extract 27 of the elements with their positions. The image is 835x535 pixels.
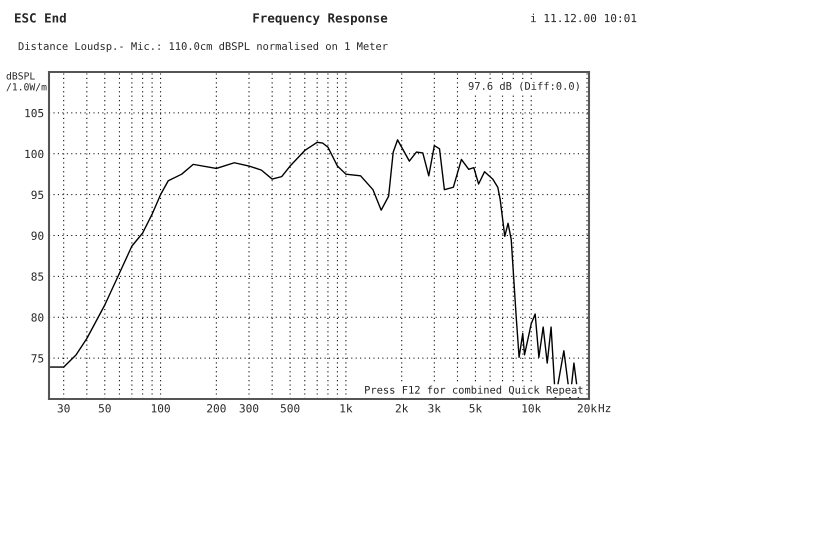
annotation: 97.6 dB (Diff:0.0) xyxy=(468,82,579,92)
x-tick-label: 2k xyxy=(396,404,408,412)
x-tick-label: 500 xyxy=(280,404,300,413)
y-tick-label: 90 xyxy=(31,232,44,240)
x-tick-label: 300 xyxy=(240,404,258,413)
x-tick-label: 10k xyxy=(522,404,542,413)
chart-title: Frequency Response xyxy=(253,13,388,26)
x-tick-label: 5k xyxy=(470,404,482,413)
y-tick-label: 85 xyxy=(31,272,44,281)
y-tick-label: 80 xyxy=(31,313,44,322)
y-tick-label: 105 xyxy=(25,108,44,118)
annotation: Press F12 for combined Quick Repeat xyxy=(365,386,583,396)
text: Distance Loudsp.- Mic.: 110.0cm dBSPL normalised on 1 Meter xyxy=(18,42,388,52)
text: ESC End xyxy=(15,12,66,23)
y-tick-label: 100 xyxy=(25,150,44,158)
y-axis-title: dBSPL /1.0W/m xyxy=(6,72,47,92)
y-tick-label: 75 xyxy=(32,354,44,363)
x-tick-label: 200 xyxy=(207,404,226,413)
x-tick-label: 20k xyxy=(578,404,597,413)
x-tick-label: 1k xyxy=(340,404,352,412)
x-tick-label: 50 xyxy=(98,404,111,413)
text: i 11.12.00 10:01 xyxy=(530,14,636,22)
x-axis-title: Hz xyxy=(598,404,610,412)
x-tick-label: 30 xyxy=(58,404,70,413)
y-tick-label: 95 xyxy=(31,190,44,200)
x-tick-label: 100 xyxy=(152,404,170,413)
x-tick-label: 3k xyxy=(428,404,441,413)
